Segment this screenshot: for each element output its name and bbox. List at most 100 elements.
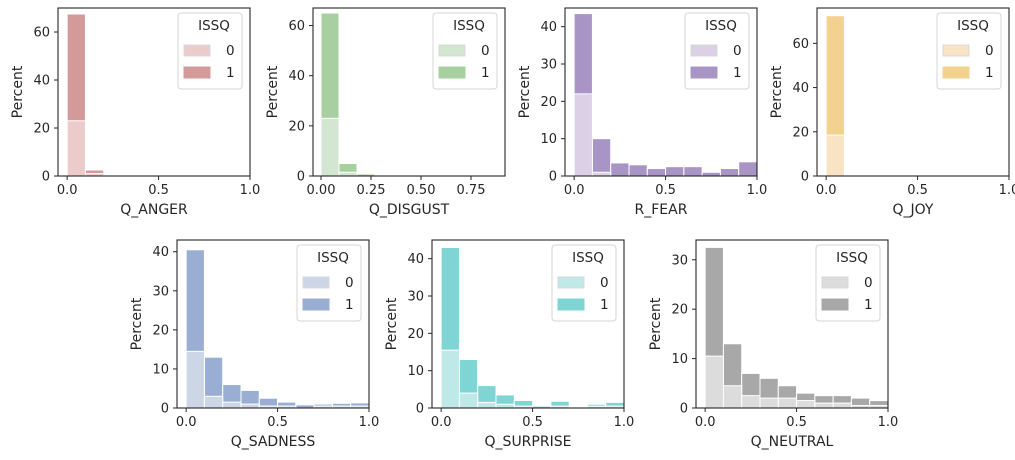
legend: ISSQ 0 1 (432, 12, 498, 90)
legend-label-0: 0 (345, 275, 354, 291)
legend-swatch-0 (821, 276, 849, 289)
plot-area: 0.0 0.5 1.0 0 10 20 30 40 R_FEAR Percent ISSQ 0 1 (517, 7, 767, 218)
bar-issq-0-bin-0 (704, 355, 724, 409)
x-tick-label: 0.50 (407, 183, 436, 198)
x-tick-label: 0.0 (816, 183, 837, 198)
y-tick-label: 40 (288, 69, 305, 84)
legend-title: ISSQ (957, 18, 989, 34)
y-tick-label: 0 (801, 170, 809, 185)
x-axis-label: R_FEAR (635, 202, 688, 218)
x-tick-label: 0.5 (786, 415, 807, 430)
legend-label-1: 1 (985, 65, 994, 81)
plot-area: 0.0 0.5 1.0 0 20 40 60 Q_JOY Percent ISSQ 0 1 (769, 7, 1015, 218)
legend-swatch-1 (821, 298, 849, 311)
legend-swatch-1 (942, 66, 970, 79)
plot-area: 0.0 0.5 1.0 0 10 20 30 40 Q_SURPRISE Percent ISSQ 0… (384, 239, 635, 450)
x-tick-label: 0.5 (522, 415, 543, 430)
bar-issq-0-bin-2 (741, 395, 761, 409)
legend: ISSQ 0 1 (296, 244, 362, 322)
x-tick-label: 0.5 (655, 183, 676, 198)
y-tick-label: 10 (152, 362, 169, 377)
bar-issq-1-bin-6 (683, 166, 703, 177)
legend: ISSQ 0 1 (684, 12, 750, 90)
y-axis-label: Percent (648, 297, 664, 350)
y-axis-label: Percent (769, 65, 785, 118)
y-tick-label: 20 (152, 323, 169, 338)
y-tick-label: 60 (288, 19, 305, 34)
legend-swatch-1 (183, 66, 211, 79)
legend-label-0: 0 (226, 43, 235, 59)
y-axis-label: Percent (10, 65, 26, 118)
bar-issq-1-bin-9 (738, 161, 758, 177)
chart-panel-q-anger: 0.0 0.5 1.0 0 20 40 60 Q_ANGER Percent ISSQ 0 1 (10, 7, 260, 218)
axes-frame (431, 239, 625, 409)
bar-issq-0-bin-1 (591, 171, 612, 177)
chart-panel-q-surprise: 0.0 0.5 1.0 0 10 20 30 40 Q_SURPRISE Percent ISSQ 0… (384, 239, 634, 450)
chart-panel-q-joy: 0.0 0.5 1.0 0 20 40 60 Q_JOY Percent ISSQ 0 1 (769, 7, 1015, 218)
legend-title: ISSQ (198, 18, 230, 34)
x-tick-label: 1.0 (614, 415, 635, 430)
y-tick-label: 40 (792, 81, 809, 96)
legend-title: ISSQ (317, 250, 349, 266)
bar-issq-1-bin-7 (701, 171, 721, 177)
legend-title: ISSQ (453, 18, 485, 34)
y-axis-label: Percent (129, 297, 145, 350)
legend-label-1: 1 (600, 297, 609, 313)
bar-issq-1-bin-1 (591, 138, 612, 177)
chart-panel-q-sadness: 0.0 0.5 1.0 0 10 20 30 40 Q_SADNESS Percent ISSQ 0 1 (129, 239, 379, 450)
bar-issq-1-bin-2 (610, 162, 630, 177)
y-tick-label: 30 (152, 284, 169, 299)
bar-issq-1-bin-5 (665, 166, 685, 177)
x-axis-label: Q_ANGER (120, 202, 188, 218)
legend-label-0: 0 (985, 43, 994, 59)
bar-issq-0-bin-1 (203, 395, 224, 409)
bar-issq-0-bin-0 (320, 117, 340, 177)
legend-label-1: 1 (345, 297, 354, 313)
plot-area: 0.0 0.5 1.0 0 10 20 30 Q_NEUTRAL Percent ISSQ 0 1 (648, 239, 899, 450)
axes-frame (57, 7, 251, 177)
x-axis-label: Q_DISGUST (369, 202, 450, 218)
axes-frame (695, 239, 889, 409)
legend-label-0: 0 (864, 275, 873, 291)
legend: ISSQ 0 1 (936, 12, 1002, 90)
bar-issq-0-bin-3 (240, 403, 260, 409)
axes-frame (816, 7, 1010, 177)
x-tick-label: 1.0 (878, 415, 899, 430)
legend-title: ISSQ (572, 250, 604, 266)
legend-swatch-1 (302, 298, 330, 311)
axes-frame (176, 239, 370, 409)
legend-label-0: 0 (733, 43, 742, 59)
y-tick-label: 10 (540, 132, 557, 147)
y-tick-label: 20 (407, 327, 424, 342)
x-tick-label: 1.0 (999, 183, 1015, 198)
legend-label-0: 0 (481, 43, 490, 59)
bar-issq-0-bin-0 (185, 350, 205, 409)
y-tick-label: 30 (540, 58, 557, 73)
y-tick-label: 10 (407, 364, 424, 379)
bar-issq-0-bin-0 (573, 93, 593, 177)
x-tick-label: 1.0 (240, 183, 261, 198)
bar-issq-1-bin-4 (646, 168, 667, 177)
y-tick-label: 40 (33, 74, 50, 89)
bar-issq-0-bin-1 (722, 385, 743, 409)
chart-panel-q-disgust: 0.00 0.25 0.50 0.75 0 20 40 60 Q_DISGUST Percent I… (265, 7, 506, 218)
y-tick-label: 30 (407, 290, 424, 305)
bar-issq-0-bin-5 (796, 400, 816, 409)
axes-frame (312, 7, 506, 177)
bar-issq-0-bin-1 (458, 392, 479, 409)
bar-issq-0-bin-2 (477, 401, 497, 409)
legend-swatch-0 (557, 276, 585, 289)
bar-issq-0-bin-7 (832, 402, 852, 409)
plot-area: 0.0 0.5 1.0 0 20 40 60 Q_ANGER Percent ISSQ 0 1 (10, 7, 261, 218)
chart-panel-q-neutral: 0.0 0.5 1.0 0 10 20 30 Q_NEUTRAL Percent ISSQ 0 1 (648, 239, 898, 450)
bar-issq-0-bin-3 (759, 397, 779, 409)
y-tick-label: 0 (42, 170, 50, 185)
y-tick-label: 0 (549, 170, 557, 185)
x-tick-label: 0.00 (307, 183, 336, 198)
legend: ISSQ 0 1 (815, 244, 881, 322)
plot-area: 0.00 0.25 0.50 0.75 0 20 40 60 Q_DISGUST Percent I… (265, 7, 506, 218)
x-axis-label: Q_NEUTRAL (751, 434, 834, 450)
x-tick-label: 0.5 (907, 183, 928, 198)
x-tick-label: 0.0 (431, 415, 452, 430)
legend-label-1: 1 (733, 65, 742, 81)
